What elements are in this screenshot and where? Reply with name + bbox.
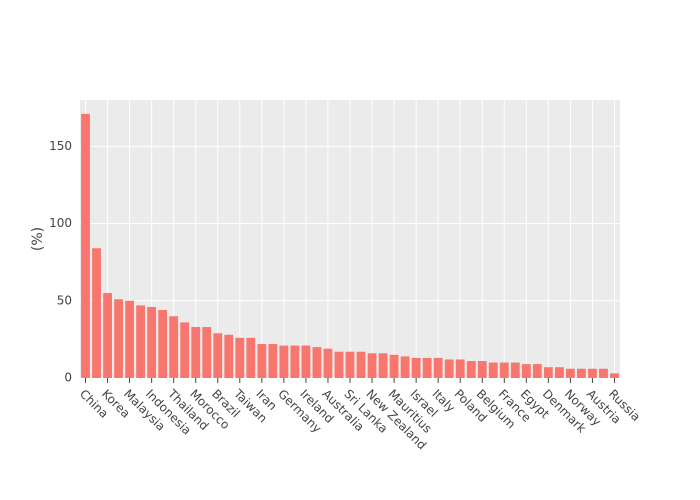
bar [235,337,245,378]
bar [433,357,443,378]
bar [158,310,168,378]
bar [566,368,575,378]
bar [455,359,465,378]
bar [81,113,90,379]
y-axis-label: (%) [30,227,46,251]
bar [246,337,256,378]
bar [444,359,454,378]
bar [521,364,531,378]
bar [268,344,278,378]
bar [389,354,399,378]
bar [103,293,112,378]
y-tick-label: 100 [49,216,72,230]
bar [125,300,134,378]
bar [290,345,300,378]
bar [136,305,146,378]
bar [213,333,223,378]
bar [543,367,553,378]
bar [477,361,487,378]
y-tick-label: 50 [57,293,72,307]
bar [554,367,564,378]
bar [599,368,608,378]
bar [367,353,377,378]
bar [499,362,509,378]
bar [202,327,212,378]
bar [257,344,267,378]
bar [532,364,542,378]
bar [510,362,520,378]
bar [279,345,289,378]
y-tick-label: 150 [49,139,72,153]
bar [488,362,498,378]
bar [577,368,586,378]
bar [411,357,421,378]
bar [301,345,311,378]
bar [224,334,234,378]
bar [345,351,355,378]
bar [466,361,476,378]
bar [378,353,388,378]
bar [92,248,101,378]
bar [180,322,190,378]
bar [312,347,322,378]
bar [169,316,179,378]
bar [334,351,344,378]
bar [147,306,157,378]
bar [422,357,432,378]
bar [191,327,201,378]
bar [400,356,410,378]
bar [356,351,366,378]
bar [114,299,123,378]
y-tick-label: 0 [64,371,72,385]
bar [610,373,619,378]
bar [588,368,597,378]
bar [323,348,333,378]
